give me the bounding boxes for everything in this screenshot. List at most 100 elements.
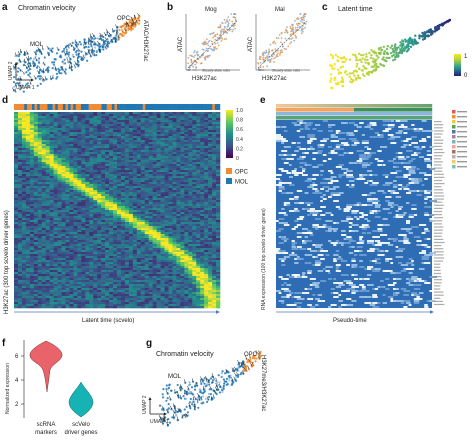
heatmap-cell [121,196,125,198]
heatmap-cell [34,170,38,172]
heatmap-cell [62,146,66,148]
heatmap-cell [97,140,101,142]
cell-point [138,23,140,25]
cell-point [383,46,385,48]
heatmap-cell [38,180,42,182]
heatmap-cell [58,190,62,192]
heatmap-cell [109,212,113,214]
heatmap-cell [204,138,208,140]
heatmap-cell [50,128,54,130]
heatmap-cell [77,178,81,180]
heatmap-cell [101,198,105,200]
heatmap-cell [204,120,208,122]
heatmap-cell [161,162,165,164]
heatmap-cell [50,234,54,236]
heatmap-cell [42,142,46,144]
heatmap-cell [212,216,216,218]
heatmap-cell [200,142,204,144]
heatmap-cell [22,150,26,152]
heatmap-cell [30,170,34,172]
heatmap-cell [66,114,70,116]
heatmap-cell [212,116,216,118]
heatmap-cell [165,146,169,148]
heatmap-cell [42,128,46,130]
cell-point [373,69,375,71]
heatmap-cell [30,112,34,114]
heatmap-cell [58,232,62,234]
heatmap-cell [188,238,192,240]
heatmap-cell [22,230,26,232]
heatmap-cell [105,204,109,206]
heatmap-cell [141,192,145,194]
heatmap-cell [153,166,157,168]
heatmap-cell [105,170,109,172]
heatmap-cell [93,222,97,224]
heatmap-cell [117,250,121,252]
heatmap-cell [180,166,184,168]
heatmap-cell [149,216,153,218]
cell-point [411,39,413,41]
heatmap-cell [176,204,180,206]
heatmap-cell [73,242,77,244]
heatmap-cell [38,240,42,242]
heatmap-cell [153,208,157,210]
heatmap-cell [50,140,54,142]
heatmap-cell [216,148,220,150]
celltype-cell [171,104,174,110]
heatmap-cell [188,234,192,236]
panel-a-opc-label: OPC [117,16,131,22]
heatmap-cell [18,148,22,150]
heatmap-cell [42,246,46,248]
heatmap-cell [93,186,97,188]
heatmap-cell [165,170,169,172]
heatmap-cell [169,154,173,156]
heatmap-cell [93,118,97,120]
heatmap-cell [54,220,58,222]
heatmap-cell [85,142,89,144]
heatmap-cell [200,138,204,140]
heatmap-cell [200,144,204,146]
heatmap-cell [93,242,97,244]
heatmap-cell [121,188,125,190]
heatmap-cell [153,238,157,240]
heatmap-cell [30,196,34,198]
heatmap-cell [188,156,192,158]
cell-point [350,72,352,74]
heatmap-cell [196,202,200,204]
heatmap-cell [200,152,204,154]
heatmap-cell [89,120,93,122]
heatmap-cell [89,244,93,246]
heatmap-cell [192,172,196,174]
heatmap-cell [46,184,50,186]
heatmap-cell [109,140,113,142]
heatmap-cell [97,180,101,182]
heatmap-cell [34,184,38,186]
heatmap-cell [188,158,192,160]
heatmap-cell [141,148,145,150]
celltype-cell [71,104,74,110]
heatmap-cell [184,120,188,122]
heatmap-cell [14,250,18,252]
heatmap-cell [125,172,129,174]
heatmap-cell [133,200,137,202]
heatmap-cell [81,166,85,168]
heatmap-cell [216,132,220,134]
heatmap-cell [113,190,117,192]
heatmap-cell [38,132,42,134]
heatmap-cell [153,146,157,148]
heatmap-cell [176,188,180,190]
heatmap-cell [89,138,93,140]
heatmap-cell [196,190,200,192]
cell-point [96,50,98,52]
heatmap-cell [129,194,133,196]
heatmap-cell [165,126,169,128]
heatmap-cell [38,182,42,184]
heatmap-cell [81,216,85,218]
heatmap-cell [145,168,149,170]
heatmap-cell [212,134,216,136]
cell-point [206,48,208,50]
heatmap-cell [169,246,173,248]
cell-point [265,52,267,54]
heatmap-cell [38,204,42,206]
cell-point [427,34,429,36]
